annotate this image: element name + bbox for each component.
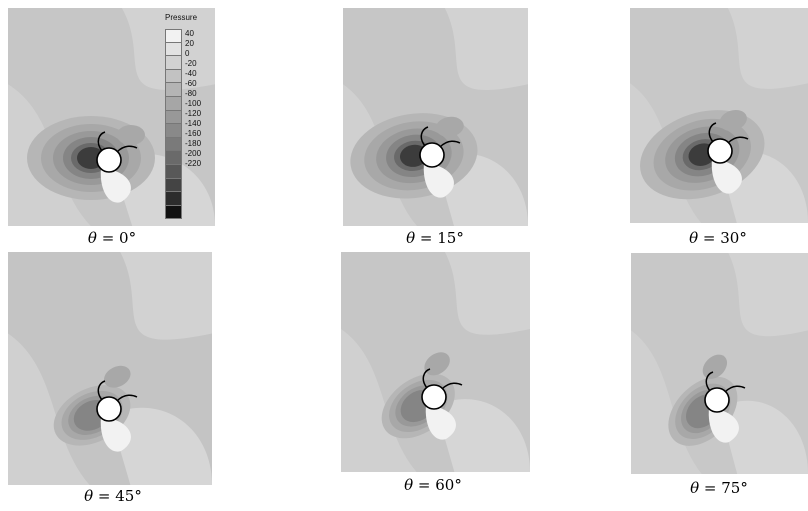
contour-level (702, 354, 728, 379)
filament-right (116, 145, 138, 153)
contour-panel-5 (631, 253, 808, 474)
caption-theta-75: θ = 75° (690, 479, 748, 497)
caption-theta-60: θ = 60° (404, 476, 462, 494)
contour-plot-5 (631, 253, 808, 474)
contour-region (719, 400, 808, 474)
contour-region (435, 399, 530, 472)
legend-swatch (165, 124, 182, 138)
contour-region (110, 407, 212, 485)
legend-swatch (165, 205, 182, 220)
legend-swatch (165, 178, 182, 193)
legend-tick-label: -180 (185, 139, 202, 149)
legend-swatch (165, 56, 182, 70)
legend-tick-label: -20 (185, 59, 197, 69)
contour-level (424, 352, 450, 376)
contour-region (120, 252, 212, 340)
filament-left (97, 131, 106, 152)
filament-left (97, 380, 106, 401)
legend-swatch (165, 42, 182, 57)
high-pressure-region (425, 405, 456, 440)
contour-plot-4 (341, 252, 530, 472)
contour-plot-2 (630, 8, 808, 223)
contour-panel-3 (8, 252, 212, 485)
legend-tick-label: -120 (185, 109, 202, 119)
legend-title: Pressure (165, 13, 198, 22)
filament-left (705, 371, 714, 392)
legend-swatch (165, 137, 182, 152)
high-pressure-region (711, 159, 742, 194)
legend-swatch (165, 164, 182, 179)
legend-tick-label: -140 (185, 119, 202, 129)
contour-plot-1 (343, 8, 528, 226)
filament-right (116, 394, 138, 402)
cylinder-body (707, 138, 733, 164)
contour-region (8, 333, 90, 485)
caption-theta-45: θ = 45° (84, 487, 142, 505)
contour-region (444, 252, 530, 335)
legend-tick-label: -60 (185, 79, 197, 89)
cylinder-body (96, 396, 122, 422)
legend-swatch (165, 83, 182, 97)
legend-swatch (165, 96, 182, 111)
contour-region (444, 8, 528, 91)
contour-level (103, 365, 131, 388)
cylinder-body (96, 147, 122, 173)
legend-tick-label: -220 (185, 159, 202, 169)
legend-tick-label: 40 (185, 29, 194, 38)
filament-left (422, 368, 431, 389)
filament-right (724, 385, 746, 393)
legend-tick-label: 20 (185, 39, 194, 49)
high-pressure-region (100, 417, 131, 452)
legend-swatch (165, 69, 182, 84)
cylinder-body (421, 384, 447, 410)
cylinder-body (419, 142, 445, 168)
high-pressure-region (100, 168, 131, 203)
legend-tick-label: -40 (185, 69, 197, 79)
pressure-contours (27, 116, 155, 200)
contour-plot-3 (8, 252, 212, 485)
legend-tick-label: -200 (185, 149, 202, 159)
filament-right (727, 136, 749, 144)
legend-tick-label: 0 (185, 49, 190, 59)
legend-colorbar (165, 29, 182, 220)
contour-panel-2 (630, 8, 808, 223)
caption-theta-0: θ = 0° (87, 229, 137, 247)
caption-theta-15: θ = 15° (406, 229, 464, 247)
legend-swatch (165, 151, 182, 165)
contour-region (727, 8, 808, 89)
contour-region (341, 329, 417, 472)
filament-right (439, 140, 461, 148)
legend-tick-label: -160 (185, 129, 202, 139)
high-pressure-region (423, 163, 454, 198)
filament-left (420, 126, 429, 147)
legend-tick-labels: 40 20 0 -20 -40 -60 -80 -100 -120 -140 -160 -180 -20… (185, 29, 201, 169)
legend-tick-label: -80 (185, 89, 197, 99)
contour-level (117, 125, 145, 145)
pressure-legend: Pressure 40 20 0 -20 -40 -60 -80 -100 -120 -140 -1… (165, 13, 215, 223)
contour-region (631, 330, 702, 474)
contour-level (435, 116, 464, 137)
legend-swatch (165, 110, 182, 125)
legend-swatch (165, 192, 182, 206)
filament-right (441, 382, 463, 390)
legend-tick-label: -100 (185, 99, 202, 109)
caption-theta-30: θ = 30° (689, 229, 747, 247)
contour-level (719, 109, 747, 131)
contour-panel-4 (341, 252, 530, 472)
filament-left (708, 122, 717, 143)
cylinder-body (704, 387, 730, 413)
high-pressure-region (708, 408, 739, 443)
contour-region (728, 253, 808, 337)
legend-swatch (165, 29, 182, 43)
contour-panel-1 (343, 8, 528, 226)
